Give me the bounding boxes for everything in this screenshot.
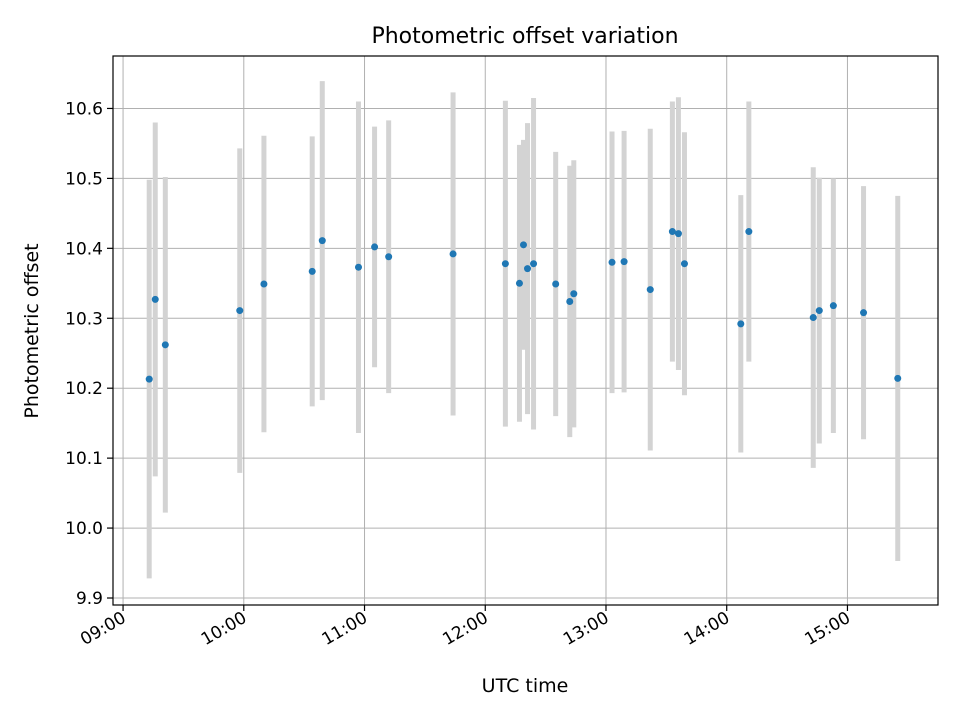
data-point <box>260 280 268 288</box>
data-point <box>552 280 560 288</box>
data-point <box>236 307 244 315</box>
data-point <box>894 374 902 382</box>
data-point <box>515 279 523 287</box>
data-point <box>829 302 837 310</box>
data-point <box>318 237 326 245</box>
data-point <box>674 230 682 238</box>
data-point <box>745 228 753 236</box>
data-point <box>860 309 868 317</box>
data-point <box>524 265 532 273</box>
y-tick-label: 10.4 <box>65 239 103 259</box>
data-point <box>620 258 628 266</box>
y-tick-label: 10.6 <box>65 99 103 119</box>
data-point <box>371 243 379 251</box>
data-point <box>449 250 457 258</box>
data-point <box>737 320 745 328</box>
data-point <box>501 260 509 268</box>
y-tick-label: 10.3 <box>65 309 103 329</box>
x-axis-label: UTC time <box>482 675 569 697</box>
data-point <box>308 267 316 275</box>
data-point <box>161 341 169 349</box>
data-point <box>646 286 654 294</box>
y-axis-ticks: 9.9 10.0 10.1 10.2 10.3 10.4 10.5 10.6 <box>65 99 113 609</box>
data-point <box>145 375 153 383</box>
y-axis-label: Photometric offset <box>21 243 43 418</box>
y-tick-label: 10.0 <box>65 519 103 539</box>
y-tick-label: 10.5 <box>65 169 103 189</box>
chart-title: Photometric offset variation <box>371 24 678 49</box>
data-point <box>608 258 616 266</box>
y-tick-label: 9.9 <box>76 589 103 609</box>
data-point <box>680 260 688 268</box>
data-point <box>815 307 823 315</box>
data-point <box>519 241 527 249</box>
y-tick-label: 10.2 <box>65 379 103 399</box>
data-points <box>145 228 902 383</box>
data-point <box>151 295 159 303</box>
data-point <box>668 228 676 236</box>
data-point <box>570 290 578 298</box>
data-point <box>809 314 817 322</box>
data-point <box>354 263 362 271</box>
data-point <box>385 253 393 261</box>
y-tick-label: 10.1 <box>65 449 103 469</box>
data-point <box>530 260 538 268</box>
data-point <box>566 297 574 305</box>
plot-area-frame <box>112 55 939 606</box>
